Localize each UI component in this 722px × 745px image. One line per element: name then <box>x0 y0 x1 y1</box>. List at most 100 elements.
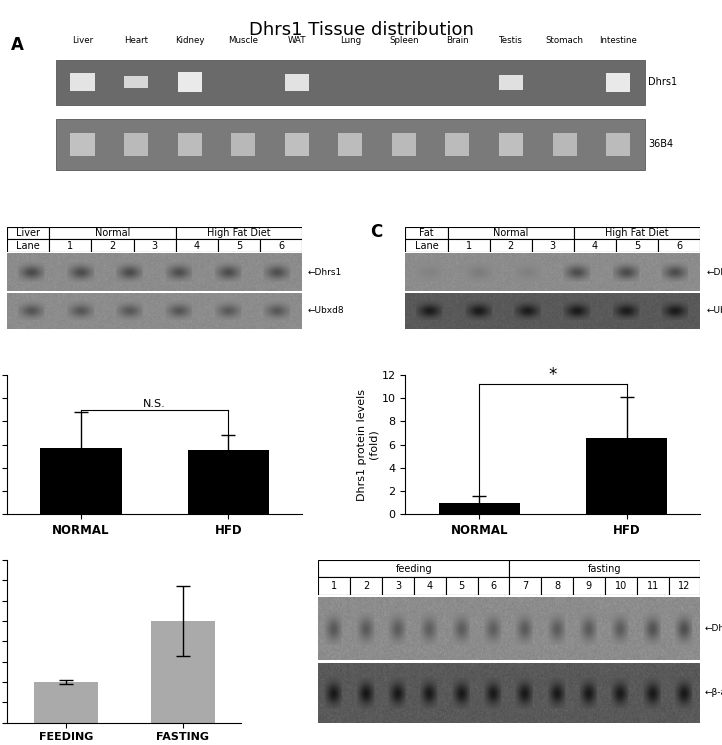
Text: Lane: Lane <box>414 241 438 250</box>
Bar <box>499 74 523 90</box>
Text: Liver: Liver <box>72 37 93 45</box>
Bar <box>414 577 445 595</box>
Bar <box>382 577 414 595</box>
Bar <box>669 577 700 595</box>
Bar <box>56 60 645 104</box>
Text: 1: 1 <box>67 241 74 250</box>
Text: 8: 8 <box>554 581 560 591</box>
Bar <box>56 119 645 170</box>
Text: 6: 6 <box>278 241 284 250</box>
Text: 2: 2 <box>363 581 369 591</box>
Bar <box>532 239 574 252</box>
Text: ←Dhrs1: ←Dhrs1 <box>706 267 722 276</box>
Text: High Fat Diet: High Fat Diet <box>605 228 669 238</box>
Text: Intestine: Intestine <box>599 37 637 45</box>
Text: 9: 9 <box>586 581 592 591</box>
Bar <box>92 239 134 252</box>
Text: 36B4: 36B4 <box>648 139 674 150</box>
Bar <box>586 437 667 514</box>
Text: 6: 6 <box>490 581 497 591</box>
Bar <box>574 227 700 239</box>
Text: WAT: WAT <box>287 37 306 45</box>
Text: *: * <box>549 366 557 384</box>
Text: C: C <box>370 224 382 241</box>
Text: Fat: Fat <box>419 228 434 238</box>
Bar <box>574 239 616 252</box>
Bar <box>318 577 350 595</box>
Text: Lung: Lung <box>340 37 361 45</box>
Bar <box>405 239 448 252</box>
Bar <box>350 577 382 595</box>
Text: 3: 3 <box>395 581 401 591</box>
Text: Muscle: Muscle <box>228 37 258 45</box>
Text: ←Dhrs1: ←Dhrs1 <box>704 624 722 633</box>
Bar <box>175 227 303 239</box>
Bar <box>151 621 215 723</box>
Bar <box>260 239 303 252</box>
Text: Brain: Brain <box>446 37 469 45</box>
Text: fasting: fasting <box>588 564 622 574</box>
Text: 4: 4 <box>427 581 432 591</box>
Bar <box>188 451 269 514</box>
Bar <box>7 239 49 252</box>
Bar <box>477 577 509 595</box>
Text: Testis: Testis <box>499 37 523 45</box>
Text: 5: 5 <box>458 581 465 591</box>
Text: Kidney: Kidney <box>175 37 204 45</box>
Text: Dhrs1: Dhrs1 <box>648 77 677 87</box>
Bar <box>7 227 49 239</box>
Bar <box>499 133 523 156</box>
Bar <box>448 227 574 239</box>
Bar <box>218 239 260 252</box>
Text: ←Dhrs1: ←Dhrs1 <box>308 267 342 276</box>
Text: 2: 2 <box>110 241 116 250</box>
Bar <box>40 448 121 514</box>
Text: 4: 4 <box>193 241 200 250</box>
Text: Heart: Heart <box>124 37 148 45</box>
Bar <box>509 577 542 595</box>
Bar <box>445 577 477 595</box>
Text: Liver: Liver <box>17 228 40 238</box>
Text: 11: 11 <box>646 581 658 591</box>
Text: 1: 1 <box>331 581 337 591</box>
Bar <box>542 577 573 595</box>
Bar <box>490 239 532 252</box>
Bar <box>658 239 700 252</box>
Text: 1: 1 <box>466 241 471 250</box>
Bar <box>49 239 92 252</box>
Text: Lane: Lane <box>17 241 40 250</box>
Bar <box>284 133 309 156</box>
Text: 12: 12 <box>678 581 691 591</box>
Text: ←Ubxd8: ←Ubxd8 <box>308 306 344 315</box>
Bar <box>552 133 577 156</box>
Text: A: A <box>11 37 24 54</box>
Bar <box>284 74 309 91</box>
Text: 5: 5 <box>634 241 640 250</box>
Text: 3: 3 <box>152 241 157 250</box>
Text: N.S.: N.S. <box>144 399 166 408</box>
Bar <box>33 682 98 723</box>
Bar <box>509 560 700 577</box>
Bar <box>71 74 95 91</box>
Bar <box>49 227 175 239</box>
Bar <box>124 76 148 89</box>
Text: Normal: Normal <box>95 228 130 238</box>
Bar <box>445 133 469 156</box>
Bar <box>175 239 218 252</box>
Bar <box>637 577 669 595</box>
Text: Spleen: Spleen <box>389 37 419 45</box>
Bar <box>616 239 658 252</box>
Text: 2: 2 <box>508 241 514 250</box>
Text: Dhrs1 Tissue distribution: Dhrs1 Tissue distribution <box>248 21 474 39</box>
Bar <box>231 133 256 156</box>
Bar <box>318 560 509 577</box>
Text: 7: 7 <box>522 581 529 591</box>
Bar <box>178 133 201 156</box>
Bar <box>71 133 95 156</box>
Bar <box>178 72 201 92</box>
Bar <box>606 72 630 92</box>
Bar <box>134 239 175 252</box>
Bar <box>124 133 148 156</box>
Text: feeding: feeding <box>396 564 432 574</box>
Text: High Fat Diet: High Fat Diet <box>207 228 271 238</box>
